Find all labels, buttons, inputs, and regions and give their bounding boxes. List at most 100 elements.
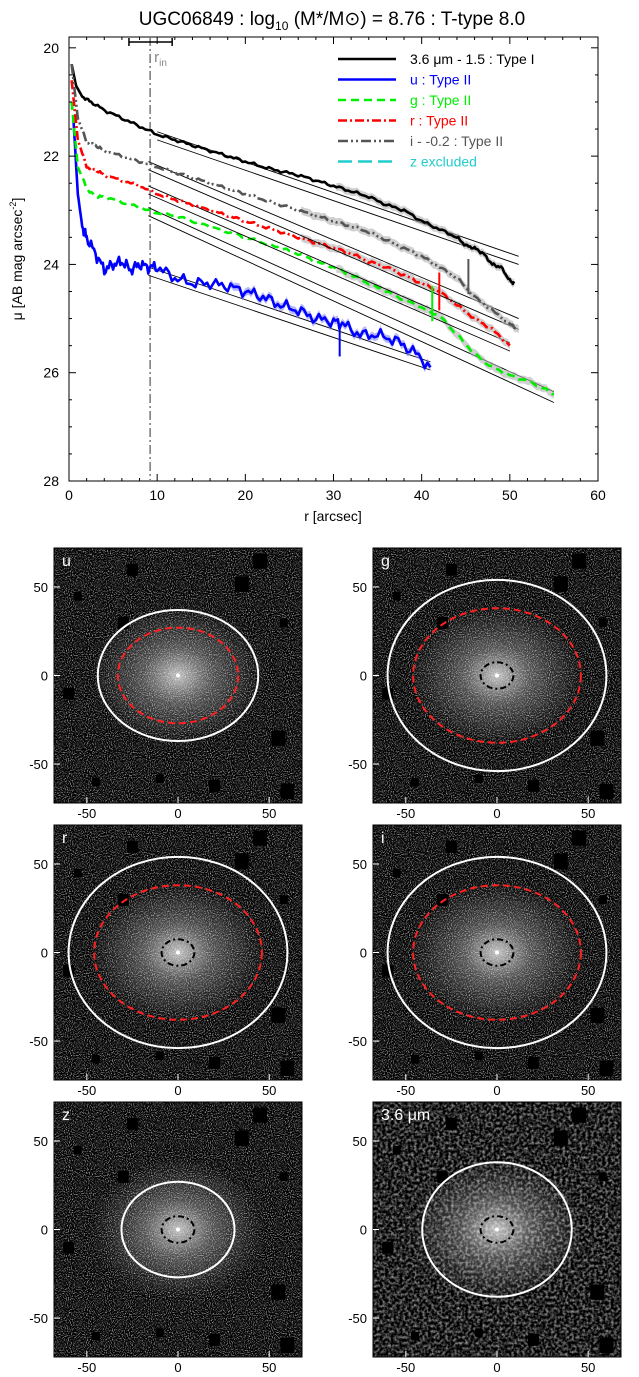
- panel-x-tick-label: -50: [396, 806, 415, 821]
- mask-region: [234, 576, 249, 592]
- fit-line: [148, 274, 431, 371]
- x-tick-label: 30: [326, 487, 342, 503]
- inner-ellipse: [479, 661, 515, 690]
- fit-line: [148, 161, 519, 319]
- mask-region: [280, 1060, 295, 1077]
- series-line: [72, 118, 432, 370]
- axes-layer: 0 10 20 30 40 50 60 20 22 24 26 28: [43, 37, 606, 503]
- fit-line: [148, 185, 511, 344]
- legend-label: r : Type II: [410, 113, 468, 129]
- panel-y-tick-label: 50: [34, 1134, 48, 1149]
- mask-region: [117, 1170, 129, 1183]
- fit-line: [148, 193, 511, 352]
- mask-region: [63, 687, 75, 700]
- mask-region: [590, 1284, 605, 1300]
- mask-region: [436, 893, 448, 906]
- panel-x-tick-label: 0: [174, 1360, 181, 1375]
- panel-x-tick-label: 50: [581, 1360, 595, 1375]
- panel-x-tick-label: -50: [396, 1360, 415, 1375]
- legend-label: z excluded: [410, 154, 477, 170]
- inner-ellipse: [160, 1215, 196, 1244]
- mask-region: [527, 1333, 539, 1346]
- mask-region: [436, 616, 448, 629]
- panel-y-tick-label: 50: [353, 857, 367, 872]
- series-line: [70, 63, 516, 286]
- panel-x-tick-label: 50: [262, 1083, 276, 1098]
- mask-region: [271, 1007, 286, 1023]
- mask-region: [73, 868, 82, 878]
- panel-y-tick-label: 50: [34, 580, 48, 595]
- mask-region: [598, 618, 607, 628]
- mask-region: [474, 1051, 483, 1061]
- panel-x-tick-label: 0: [174, 1083, 181, 1098]
- mask-region: [73, 1145, 82, 1155]
- mask-region: [392, 1145, 401, 1155]
- panel-x-tick-label: -50: [77, 806, 96, 821]
- mask-region: [445, 840, 457, 853]
- outer-ellipse: [96, 608, 260, 743]
- image-panel: z -50 0 50 50 0 -50: [29, 1101, 303, 1375]
- fit-line: [157, 131, 519, 257]
- break-ellipse: [412, 884, 582, 1021]
- mask-region: [553, 853, 568, 869]
- mask-region: [572, 830, 587, 846]
- x-tick-label: 50: [502, 487, 518, 503]
- inner-ellipse: [160, 938, 196, 967]
- break-ellipse: [93, 884, 263, 1021]
- mask-region: [73, 591, 82, 601]
- mask-region: [126, 840, 138, 853]
- mask-region: [126, 563, 138, 576]
- galaxy-core: [495, 1227, 499, 1232]
- mask-region: [253, 1107, 268, 1123]
- panel-label: 3.6 μm: [381, 1107, 430, 1124]
- legend-label: i - -0.2 : Type II: [410, 133, 503, 149]
- mask-region: [572, 1107, 587, 1123]
- mask-region: [445, 1117, 457, 1130]
- panel-x-tick-label: 50: [581, 806, 595, 821]
- inner-ellipse: [479, 938, 515, 967]
- galaxy-core: [495, 673, 499, 678]
- mask-region: [382, 1241, 394, 1254]
- mask-region: [410, 777, 419, 787]
- mask-region: [91, 1054, 100, 1064]
- image-panel: i -50 0 50 50 0 -50: [348, 824, 622, 1098]
- panel-x-tick-label: -50: [77, 1083, 96, 1098]
- mask-region: [271, 730, 286, 746]
- panel-x-tick-label: -50: [396, 1083, 415, 1098]
- panel-y-tick-label: 50: [34, 857, 48, 872]
- mask-region: [208, 779, 220, 792]
- fit-line: [148, 169, 519, 330]
- galaxy-core: [176, 950, 180, 955]
- break-ellipse: [412, 607, 582, 744]
- galaxy-core: [495, 950, 499, 955]
- mask-region: [126, 1117, 138, 1130]
- panel-y-tick-label: 0: [41, 946, 48, 961]
- fit-line: [148, 215, 555, 403]
- mask-region: [234, 853, 249, 869]
- mask-region: [527, 1056, 539, 1069]
- y-tick-label: 24: [43, 256, 59, 272]
- mask-region: [279, 1172, 288, 1182]
- y-tick-label: 28: [43, 473, 59, 489]
- y-tick-label: 22: [43, 148, 59, 164]
- mask-region: [474, 774, 483, 784]
- y-tick-label: 26: [43, 365, 59, 381]
- y-axis-label: μ [AB mag arcsec-2]: [8, 198, 25, 321]
- panel-y-tick-label: 50: [353, 580, 367, 595]
- mask-region: [208, 1333, 220, 1346]
- panel-y-tick-label: 0: [360, 669, 367, 684]
- panel-x-tick-label: -50: [77, 1360, 96, 1375]
- galaxy-core: [176, 1227, 180, 1232]
- image-panel: g -50 0 50 50 0 -50: [348, 547, 622, 821]
- error-band: [336, 264, 554, 399]
- panel-x-tick-label: 0: [493, 806, 500, 821]
- panel-x-tick-label: 50: [262, 806, 276, 821]
- mask-region: [445, 563, 457, 576]
- rin-label: rin: [154, 49, 167, 69]
- mask-region: [572, 553, 587, 569]
- mask-region: [599, 1337, 614, 1354]
- panel-x-tick-label: 50: [262, 1360, 276, 1375]
- mask-region: [234, 1130, 249, 1146]
- panel-y-tick-label: -50: [348, 1034, 367, 1049]
